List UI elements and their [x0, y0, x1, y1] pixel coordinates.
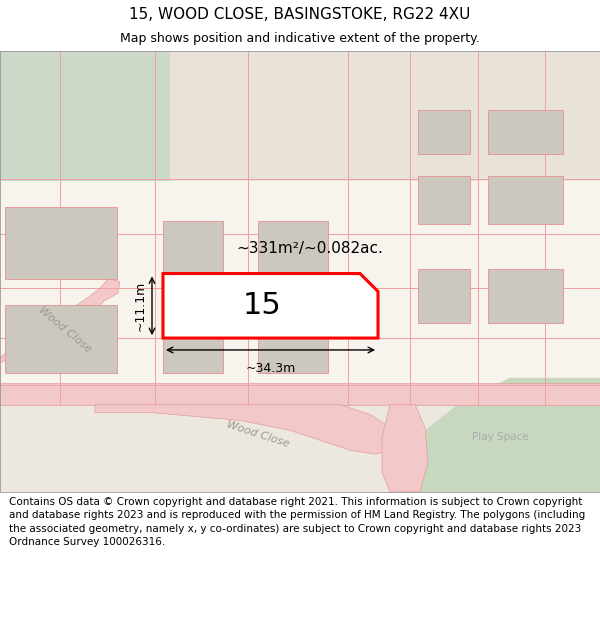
Text: Wood Close: Wood Close	[37, 305, 93, 355]
Polygon shape	[95, 404, 400, 454]
Bar	[0, 181, 600, 385]
Bar	[163, 311, 223, 372]
Polygon shape	[0, 51, 170, 259]
Polygon shape	[400, 378, 600, 492]
Bar	[258, 221, 328, 276]
Bar	[5, 305, 117, 372]
Bar	[0, 51, 600, 293]
Bar	[488, 110, 563, 154]
Text: 15: 15	[243, 291, 282, 320]
Bar	[488, 269, 563, 323]
Bar	[0, 382, 600, 404]
Text: Map shows position and indicative extent of the property.: Map shows position and indicative extent…	[120, 32, 480, 45]
Bar	[418, 110, 470, 154]
Polygon shape	[163, 274, 378, 338]
Bar	[258, 311, 328, 372]
Bar	[163, 221, 223, 276]
Text: ~331m²/~0.082ac.: ~331m²/~0.082ac.	[236, 241, 383, 256]
Bar	[488, 176, 563, 224]
Polygon shape	[0, 279, 120, 385]
Text: Play Space: Play Space	[472, 432, 529, 442]
Bar	[418, 176, 470, 224]
Text: ~11.1m: ~11.1m	[134, 281, 147, 331]
Text: Contains OS data © Crown copyright and database right 2021. This information is : Contains OS data © Crown copyright and d…	[9, 498, 585, 547]
Text: ~34.3m: ~34.3m	[245, 362, 296, 375]
Bar	[418, 269, 470, 323]
Text: Wood Close: Wood Close	[226, 419, 290, 449]
Bar	[5, 207, 117, 279]
Text: 15, WOOD CLOSE, BASINGSTOKE, RG22 4XU: 15, WOOD CLOSE, BASINGSTOKE, RG22 4XU	[130, 7, 470, 22]
Polygon shape	[382, 404, 428, 492]
